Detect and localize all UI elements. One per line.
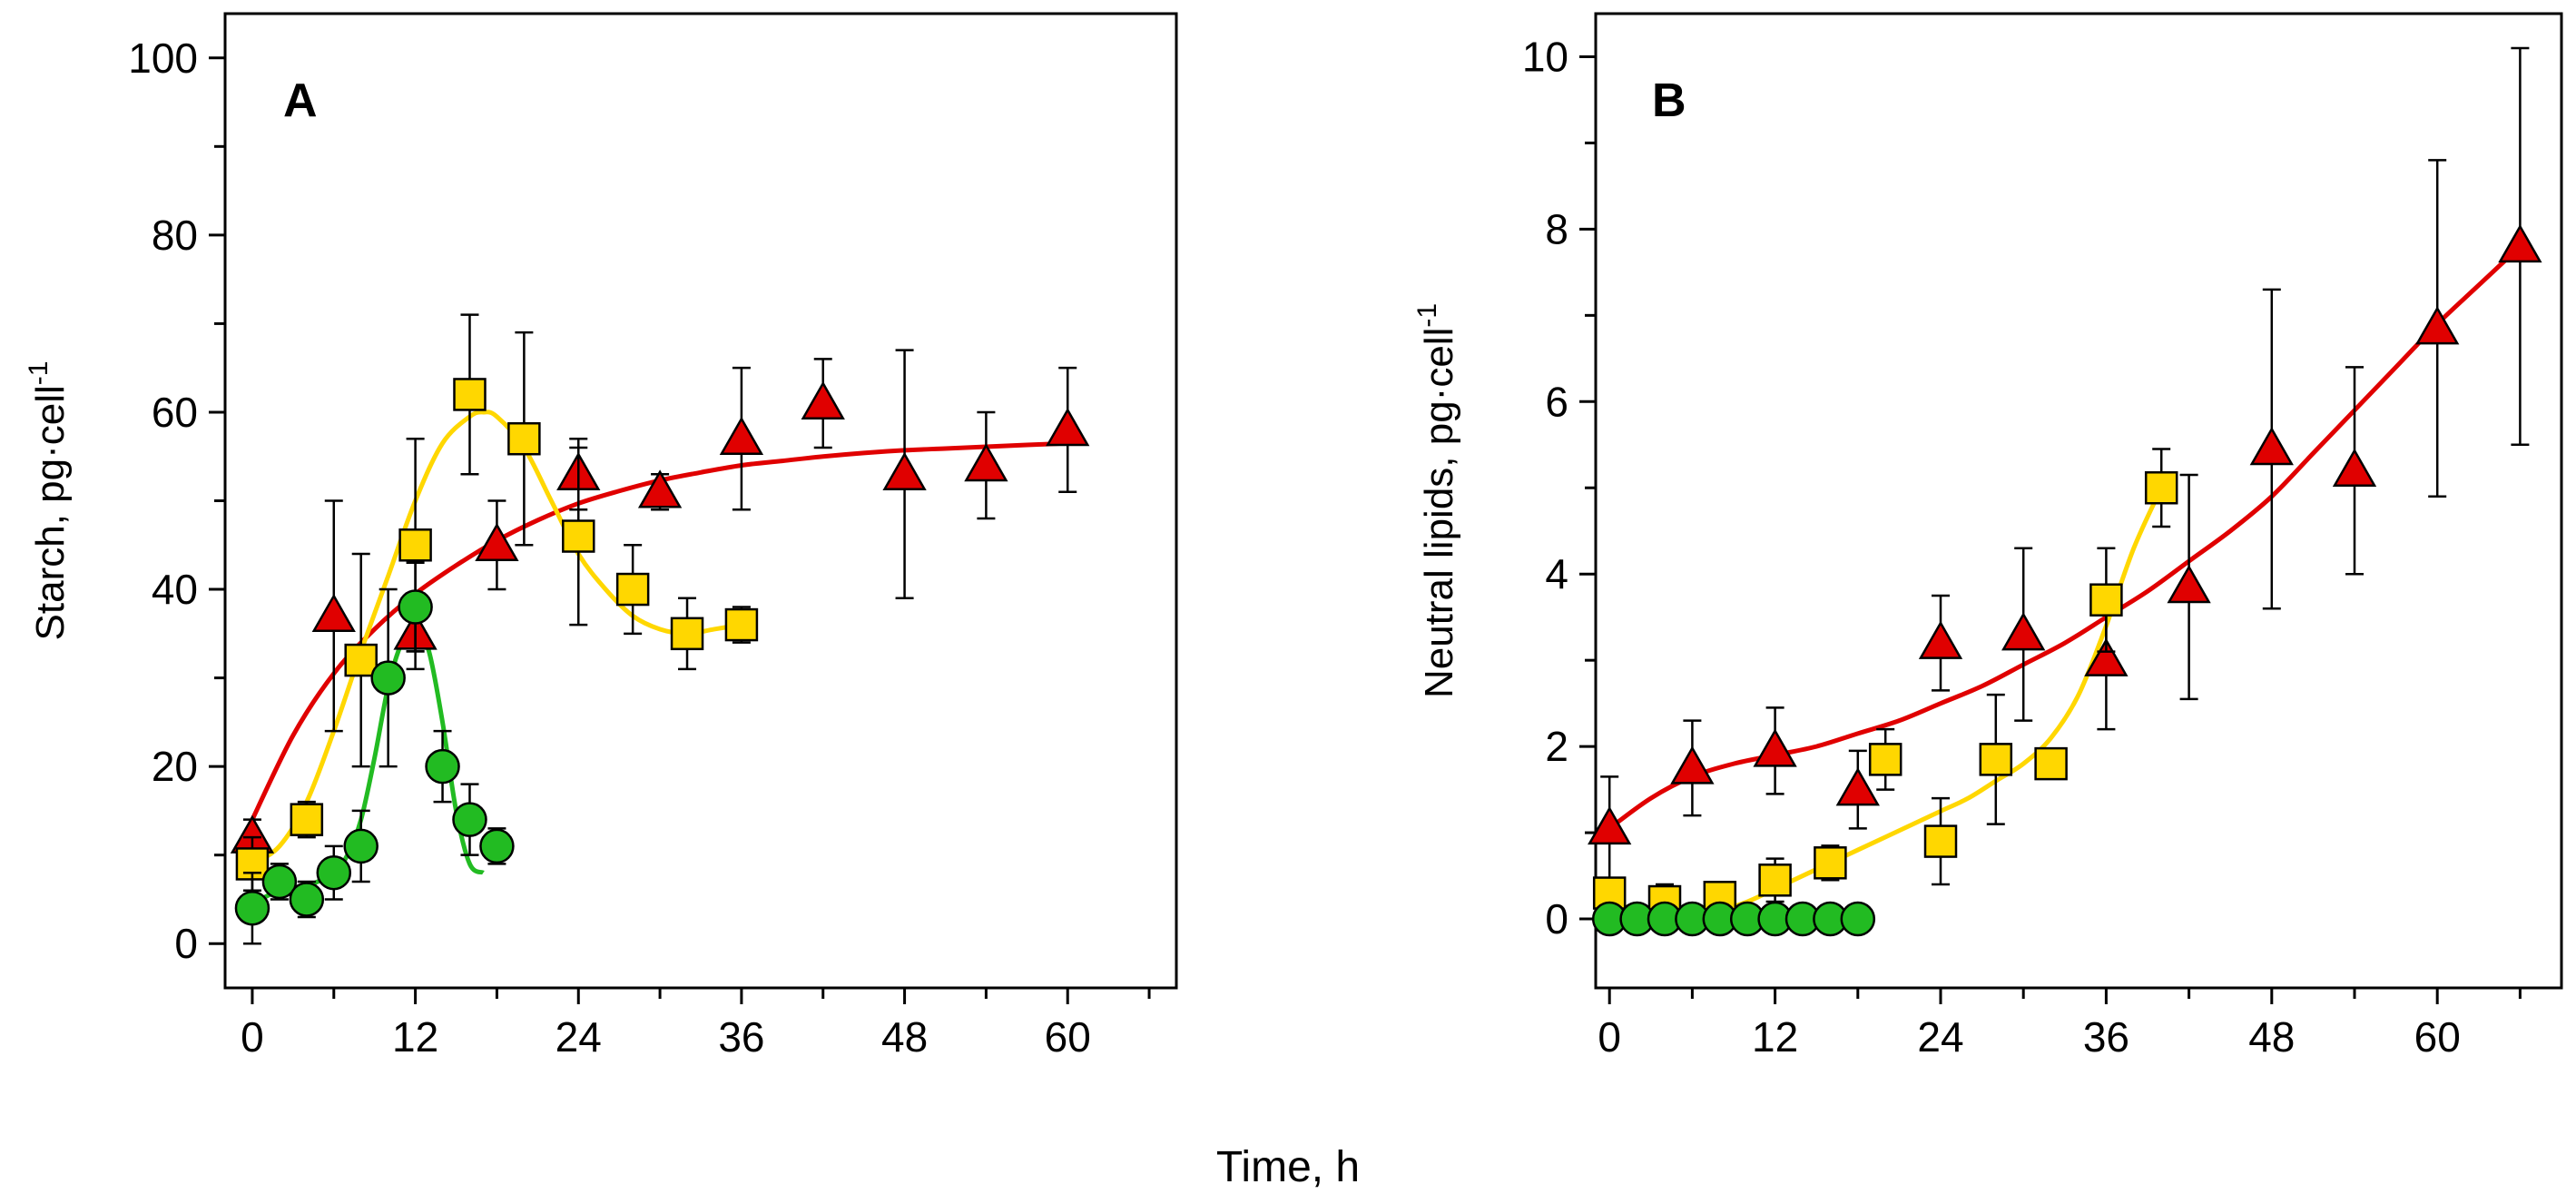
- y-tick-label: 40: [152, 566, 198, 613]
- y-tick-label: 100: [128, 35, 198, 82]
- red-triangles-fit-curve: [250, 440, 1068, 821]
- plot-frame: [1594, 12, 2563, 990]
- data-point-square: [2144, 471, 2178, 505]
- y-tick-label: 60: [152, 389, 198, 436]
- data-point-square: [670, 617, 704, 651]
- data-point-circle: [1840, 901, 1876, 937]
- x-tick-label: 48: [881, 1013, 928, 1061]
- x-tick-label: 60: [1045, 1013, 1091, 1061]
- data-point-square: [290, 803, 324, 836]
- x-tick-label: 48: [2248, 1013, 2295, 1061]
- panel-a: 0 12 24 36 48 60 0 20 40 60 80 100 Starch, pg·cell-1…: [24, 12, 1178, 1061]
- data-point-circle: [452, 802, 487, 837]
- data-point-triangle: [882, 451, 927, 490]
- data-point-triangle: [475, 522, 519, 562]
- y-tick-label: 0: [1545, 895, 1568, 942]
- x-axis-title: Time, h: [1215, 1143, 1361, 1191]
- data-point-triangle: [311, 593, 356, 633]
- yellow-squares-fit-curve: [251, 410, 742, 866]
- data-point-square: [344, 643, 378, 677]
- data-point-triangle: [1046, 407, 1090, 447]
- x-tick-label: 24: [556, 1013, 602, 1061]
- data-point-triangle: [637, 469, 683, 508]
- data-point-circle: [370, 660, 406, 696]
- panel-label: A: [283, 74, 318, 127]
- data-point-square: [1923, 824, 1958, 858]
- data-point-square: [2034, 746, 2068, 781]
- data-point-triangle: [2167, 564, 2211, 604]
- red-triangles-fit-curve: [1608, 244, 2522, 831]
- data-point-triangle: [801, 380, 845, 419]
- data-point-triangle: [2249, 427, 2294, 466]
- y-tick-label: 2: [1545, 723, 1568, 770]
- y-tick-label: 0: [174, 920, 198, 967]
- data-point-square: [1979, 743, 2013, 776]
- data-point-square: [1758, 864, 1792, 897]
- y-tick-label: 6: [1545, 378, 1568, 425]
- data-point-triangle: [1588, 805, 1632, 845]
- yellow-squares-fit-curve: [1608, 487, 2164, 918]
- data-point-circle: [234, 890, 270, 926]
- y-axis-title-text: Neutral lipids, pg·cell: [1417, 328, 1461, 698]
- data-point-square: [453, 378, 487, 411]
- data-point-square: [398, 528, 432, 562]
- x-tick-label: 36: [2083, 1013, 2129, 1061]
- data-point-triangle: [2498, 223, 2542, 263]
- x-tick-label: 24: [1917, 1013, 1963, 1061]
- data-point-square: [1868, 743, 1903, 776]
- y-axis-title: Neutral lipids, pg·cell-1: [1412, 303, 1461, 698]
- data-point-circle: [398, 589, 433, 625]
- data-point-square: [724, 607, 759, 642]
- x-tick-label: 60: [2414, 1013, 2461, 1061]
- y-tick-label: 4: [1545, 550, 1568, 597]
- data-point-square: [1814, 846, 1847, 880]
- data-point-triangle: [719, 416, 764, 455]
- y-axis-title-superscript: -1: [24, 361, 54, 386]
- data-point-circle: [343, 828, 379, 864]
- data-point-square: [2089, 583, 2123, 617]
- y-tick-label: 80: [152, 212, 198, 259]
- y-tick-label: 10: [1522, 33, 1568, 80]
- data-point-triangle: [1918, 620, 1963, 659]
- data-point-triangle: [964, 442, 1008, 482]
- data-point-triangle: [2332, 448, 2377, 488]
- data-point-circle: [479, 828, 515, 864]
- data-point-triangle: [1753, 728, 1797, 767]
- x-tick-label: 12: [392, 1013, 438, 1061]
- data-point-square: [507, 421, 541, 456]
- data-point-triangle: [2001, 612, 2046, 651]
- x-tick-label: 0: [1598, 1013, 1621, 1061]
- x-tick-label: 0: [241, 1013, 264, 1061]
- x-tick-label: 12: [1752, 1013, 1798, 1061]
- y-tick-label: 20: [152, 743, 198, 790]
- data-point-circle: [289, 882, 325, 917]
- data-point-circle: [261, 864, 298, 900]
- y-axis-title-superscript: -1: [1412, 303, 1442, 328]
- x-tick-label: 36: [718, 1013, 764, 1061]
- data-point-square: [562, 519, 595, 553]
- y-axis-title: Starch, pg·cell-1: [24, 361, 73, 641]
- y-tick-label: 8: [1545, 205, 1568, 252]
- data-point-triangle: [2084, 637, 2129, 676]
- data-point-circle: [425, 748, 460, 785]
- y-axis-title-text: Starch, pg·cell: [28, 385, 73, 640]
- data-point-circle: [316, 854, 352, 891]
- data-point-triangle: [1670, 745, 1715, 785]
- data-point-square: [615, 572, 650, 607]
- data-point-triangle: [2415, 306, 2460, 345]
- data-point-triangle: [1835, 767, 1880, 806]
- panel-label: B: [1652, 74, 1686, 127]
